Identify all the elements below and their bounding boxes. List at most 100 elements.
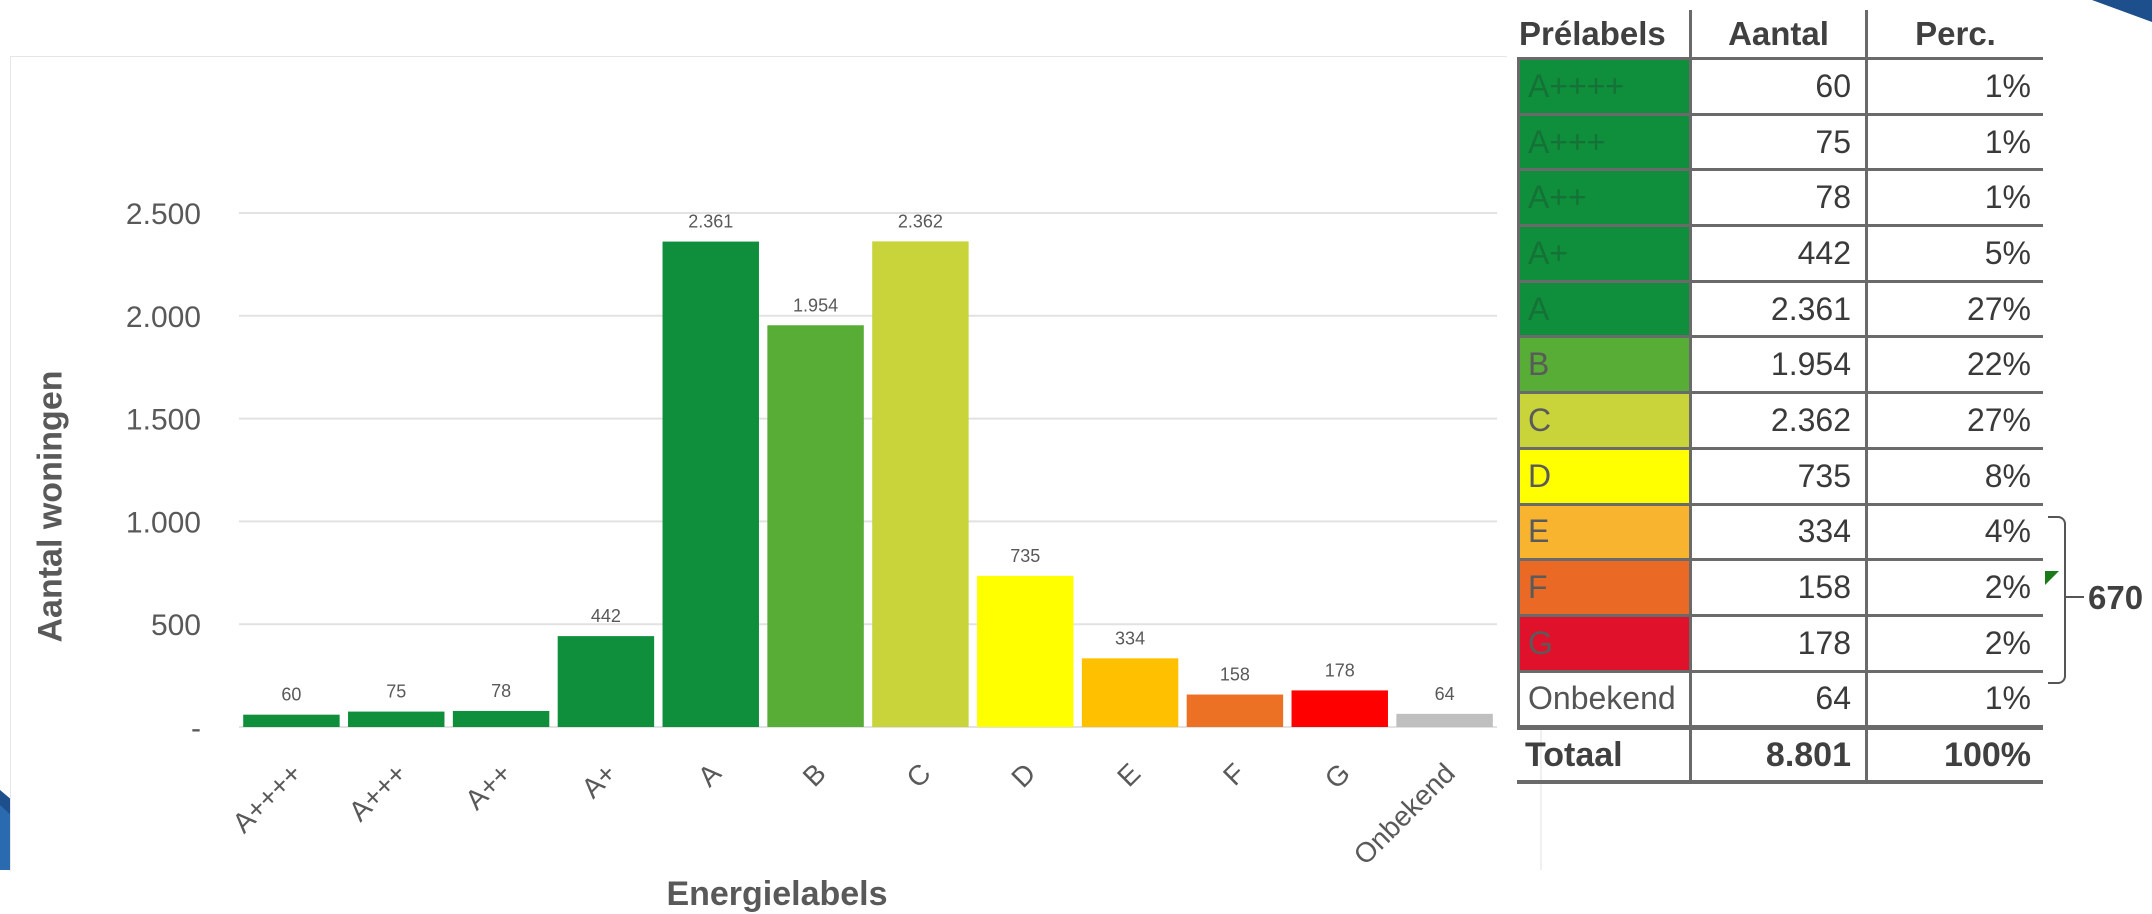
y-axis-title: Aantal woningen <box>31 370 70 643</box>
header-prelabels: Prélabels <box>1517 10 1692 57</box>
y-tick-label: - <box>191 712 201 745</box>
bar-data-label: 64 <box>1435 684 1455 704</box>
row-label: B <box>1517 338 1692 392</box>
row-count: 60 <box>1692 60 1868 113</box>
bar <box>872 241 969 727</box>
row-count: 1.954 <box>1692 338 1868 392</box>
table-row: A++++ 60 1% <box>1517 60 2043 116</box>
y-tick-label: 1.500 <box>126 404 201 437</box>
table-total-row: Totaal 8.801 100% <box>1517 728 2043 784</box>
table-row: A++ 78 1% <box>1517 171 2043 228</box>
row-percentage: 1% <box>1984 123 2031 160</box>
efg-bracket <box>2048 516 2066 684</box>
row-label: E <box>1517 505 1692 559</box>
green-flag-icon <box>2045 571 2059 585</box>
bar-data-label: 78 <box>491 681 511 701</box>
row-label: A++ <box>1517 171 1692 225</box>
row-label: D <box>1517 449 1692 503</box>
row-percentage: 5% <box>1984 234 2031 271</box>
bar-data-label: 2.361 <box>688 212 733 232</box>
y-tick-label: 1.000 <box>126 506 201 539</box>
bar <box>1291 690 1388 727</box>
table-body: A++++ 60 1% A+++ 75 1% A++ 78 1% A+ 442 5% A 2.361 27%… <box>1517 60 2043 729</box>
bar <box>348 711 445 727</box>
row-count: 158 <box>1692 561 1868 614</box>
bar-data-label: 75 <box>386 682 406 702</box>
row-percentage: 27% <box>1966 290 2031 327</box>
corner-decoration <box>2092 0 2152 22</box>
total-count: 8.801 <box>1692 730 1868 780</box>
row-label: A++++ <box>1517 60 1692 113</box>
row-count: 178 <box>1692 616 1868 670</box>
bracket-sum: 670 <box>2088 579 2144 616</box>
bar <box>1396 713 1493 727</box>
y-tick-label: 500 <box>151 609 201 642</box>
x-category-label: Onbekend <box>1348 757 1461 870</box>
table-row: C 2.362 27% <box>1517 394 2043 450</box>
bar <box>557 636 655 727</box>
row-label: F <box>1517 561 1692 614</box>
row-count: 334 <box>1692 505 1868 559</box>
x-axis-title: Energielabels <box>666 875 888 913</box>
row-percentage: 1% <box>1984 179 2031 216</box>
bar-data-label: 442 <box>591 606 621 626</box>
row-count: 2.361 <box>1692 282 1868 336</box>
row-percentage: 22% <box>1966 346 2031 383</box>
row-label: Onbekend <box>1517 672 1692 726</box>
row-percentage: 1% <box>1984 67 2031 104</box>
bar-data-label: 334 <box>1115 628 1145 648</box>
bracket-tick <box>2066 596 2084 598</box>
row-count: 735 <box>1692 449 1868 503</box>
row-percentage: 2% <box>1984 569 2031 606</box>
table-row: A+++ 75 1% <box>1517 115 2043 172</box>
bar <box>1186 694 1284 727</box>
x-category-label: C <box>900 757 936 793</box>
x-category-label: F <box>1217 757 1251 791</box>
bar-data-label: 60 <box>281 685 301 705</box>
bar <box>767 325 864 727</box>
bar <box>662 241 759 727</box>
row-label: C <box>1517 394 1692 447</box>
bar-data-label: 1.954 <box>793 295 838 315</box>
header-perc: Perc. <box>1915 14 1996 52</box>
table-row: E 334 4% <box>1517 505 2043 562</box>
x-category-label: E <box>1111 757 1146 792</box>
row-count: 442 <box>1692 227 1868 280</box>
bar <box>243 714 340 727</box>
y-tick-label: 2.000 <box>126 301 201 334</box>
row-count: 2.362 <box>1692 394 1868 447</box>
row-percentage: 4% <box>1984 513 2031 550</box>
row-count: 64 <box>1692 672 1868 726</box>
table-header: Prélabels Aantal Perc. <box>1517 10 2043 60</box>
row-label: A <box>1517 282 1692 336</box>
bar <box>1081 658 1179 727</box>
row-percentage: 1% <box>1984 680 2031 717</box>
x-category-label: A+++ <box>343 757 413 827</box>
bar-data-label: 158 <box>1220 665 1250 685</box>
table-row: A+ 442 5% <box>1517 227 2043 283</box>
divider-line <box>1540 640 1542 870</box>
row-label: G <box>1517 616 1692 670</box>
row-percentage: 2% <box>1984 624 2031 661</box>
x-category-label: B <box>797 757 832 792</box>
table-row: F 158 2% <box>1517 561 2043 617</box>
bar-data-label: 2.362 <box>898 211 943 231</box>
total-label: Totaal <box>1517 730 1692 780</box>
table-row: D 735 8% <box>1517 449 2043 506</box>
energy-label-table: Prélabels Aantal Perc. A++++ 60 1% A+++ 75 1%… <box>1517 10 2043 784</box>
bar <box>977 575 1074 727</box>
total-percentage: 100% <box>1944 735 2031 774</box>
table-row: B 1.954 22% <box>1517 338 2043 395</box>
row-label: A+ <box>1517 227 1692 280</box>
row-label: A+++ <box>1517 115 1692 169</box>
bar-data-label: 178 <box>1325 660 1355 680</box>
x-category-label: A++++ <box>226 757 307 838</box>
row-count: 75 <box>1692 115 1868 169</box>
bar <box>452 710 550 727</box>
x-category-label: G <box>1319 757 1356 794</box>
row-count: 78 <box>1692 171 1868 225</box>
x-category-label: A+ <box>575 757 622 804</box>
row-percentage: 27% <box>1966 401 2031 438</box>
y-tick-label: 2.500 <box>126 198 201 231</box>
bar-data-label: 735 <box>1010 546 1040 566</box>
